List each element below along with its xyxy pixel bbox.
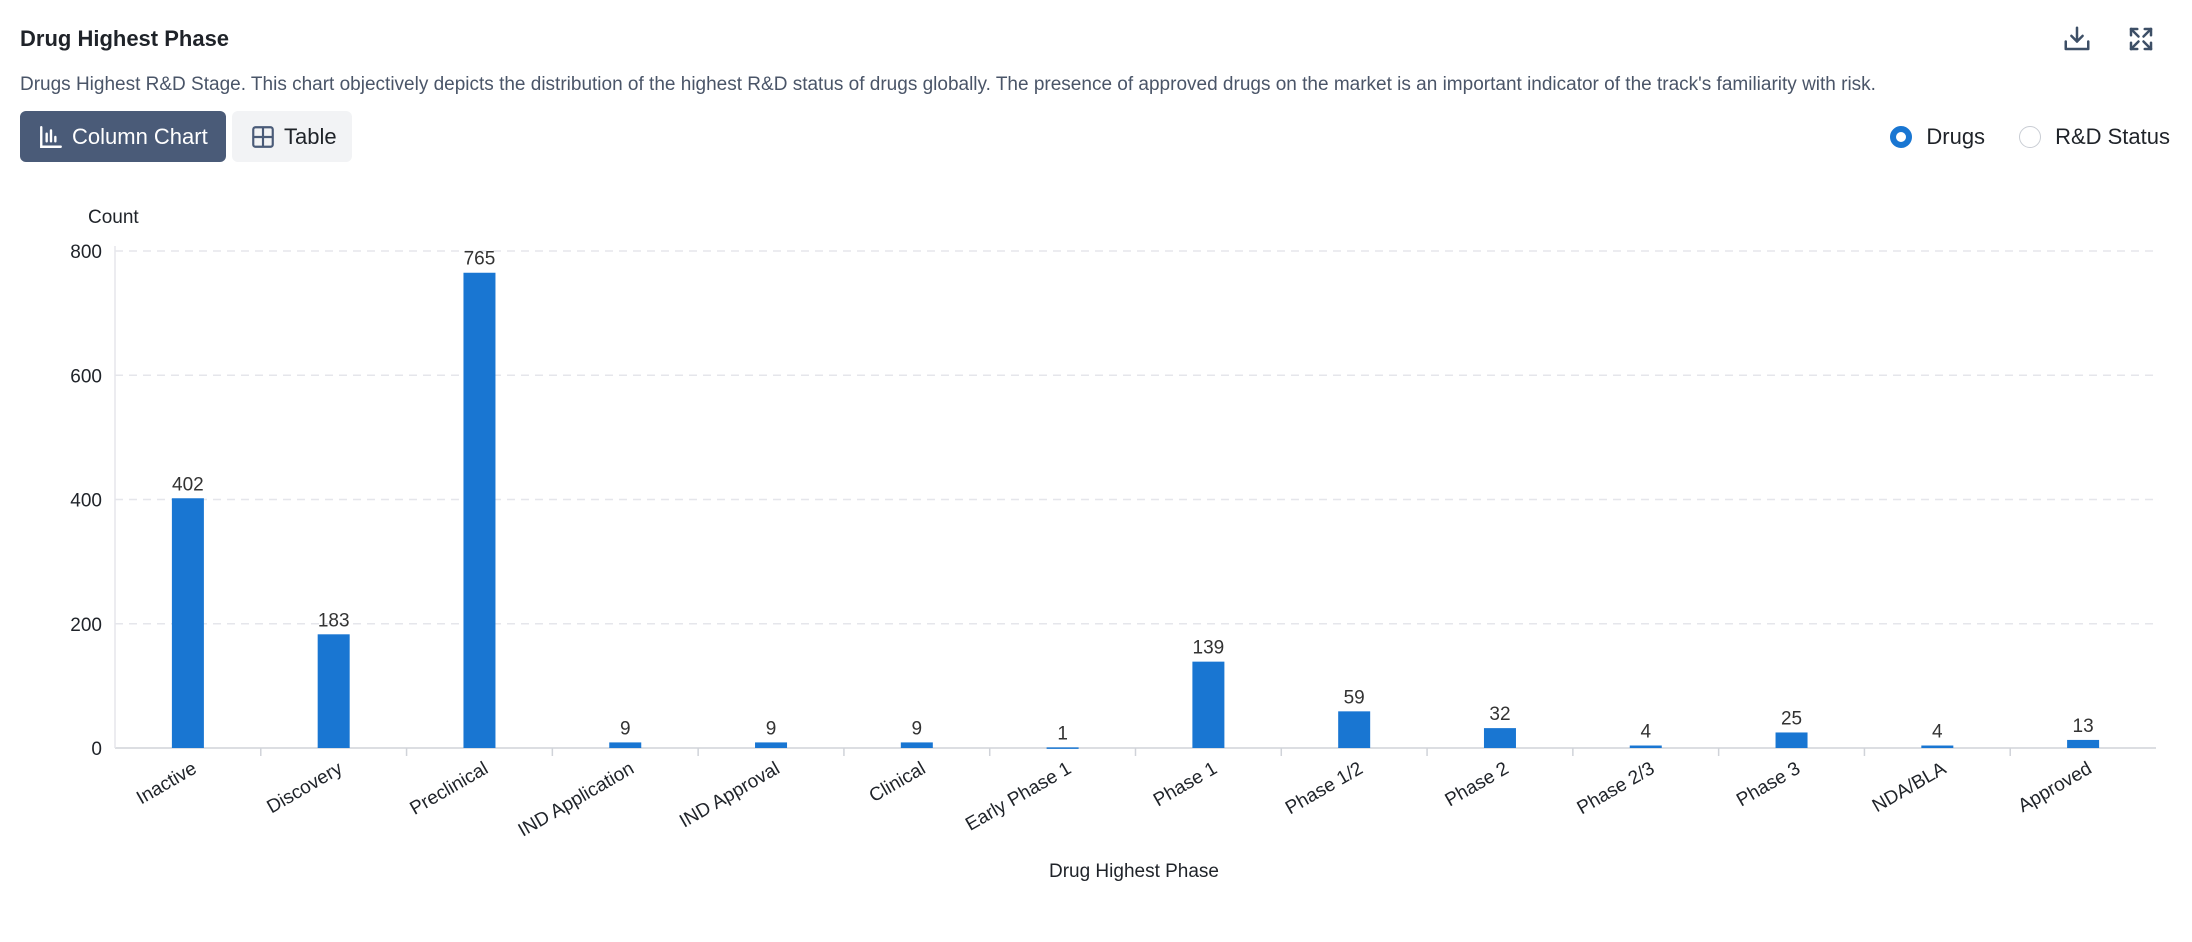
x-tick-label: IND Approval — [676, 758, 783, 832]
x-tick-label: Clinical — [866, 758, 930, 807]
table-button[interactable]: Table — [232, 111, 352, 162]
bar-chart-icon — [40, 125, 62, 148]
header-actions — [2062, 24, 2156, 54]
y-tick-label: 400 — [70, 491, 102, 512]
page-title: Drug Highest Phase — [20, 26, 230, 51]
x-tick-label: Phase 2/3 — [1574, 758, 1659, 819]
radio-drugs-label: Drugs — [1926, 124, 1986, 149]
fullscreen-icon[interactable] — [2126, 24, 2156, 54]
radio-drugs[interactable]: Drugs — [1890, 124, 1985, 150]
metric-radio-group: Drugs R&D Status — [1890, 124, 2170, 150]
bar-value-label: 9 — [912, 718, 923, 739]
bar-value-label: 765 — [464, 249, 496, 270]
x-axis-ticks: Inactive Discovery Preclinical IND Applicat… — [133, 758, 2095, 841]
table-icon — [252, 125, 274, 148]
x-axis-title: Drug Highest Phase — [1049, 861, 1219, 882]
x-tick-label: Phase 3 — [1733, 758, 1804, 811]
bar-value-label: 4 — [1932, 722, 1943, 743]
x-tick-label: Early Phase 1 — [962, 758, 1075, 835]
bar[interactable] — [900, 742, 933, 748]
y-tick-label: 200 — [70, 615, 102, 636]
y-tick-label: 800 — [70, 242, 102, 263]
chart-description: Drugs Highest R&D Stage. This chart obje… — [20, 74, 1876, 95]
download-icon[interactable] — [2062, 24, 2092, 54]
x-tick-label: NDA/BLA — [1869, 758, 1950, 817]
column-chart-label: Column Chart — [72, 123, 208, 149]
bar[interactable] — [2067, 739, 2100, 748]
bar[interactable] — [463, 272, 496, 748]
y-tick-label: 0 — [91, 739, 102, 760]
bar[interactable] — [609, 742, 642, 748]
radio-checked-icon — [1890, 126, 1913, 148]
bar[interactable] — [1775, 732, 1808, 748]
bars — [171, 272, 2100, 749]
bar[interactable] — [171, 498, 204, 748]
y-axis-title: Count — [88, 207, 139, 228]
x-tick-label: Inactive — [133, 758, 200, 809]
bar[interactable] — [1338, 711, 1371, 748]
x-tick-label: Approved — [2015, 758, 2096, 817]
radio-unchecked-icon — [2019, 126, 2042, 148]
x-tick-label: Phase 2 — [1442, 758, 1513, 811]
x-tick-label: Discovery — [263, 758, 346, 818]
bar-value-label: 402 — [172, 474, 204, 495]
x-tick-label: IND Application — [515, 758, 638, 841]
y-tick-label: 600 — [70, 366, 102, 387]
bar-value-label: 4 — [1640, 722, 1651, 743]
bar-value-label: 9 — [620, 718, 631, 739]
bar[interactable] — [317, 634, 350, 748]
data-labels: 402 183 765 9 9 9 1 139 59 32 4 25 4 13 — [172, 249, 2094, 745]
bar-value-label: 183 — [318, 610, 350, 631]
bar-value-label: 13 — [2073, 716, 2094, 737]
bar-value-label: 9 — [766, 718, 777, 739]
radio-rd-status[interactable]: R&D Status — [2019, 124, 2170, 150]
bar[interactable] — [755, 742, 788, 748]
bar-value-label: 59 — [1344, 687, 1365, 708]
table-label: Table — [284, 123, 337, 149]
y-axis-ticks: 0 200 400 600 800 — [70, 242, 102, 760]
bar-value-label: 139 — [1193, 638, 1225, 659]
view-toggle: Column Chart Table — [20, 111, 352, 162]
x-tick-label: Phase 1 — [1150, 758, 1221, 811]
bar[interactable] — [1192, 661, 1225, 748]
bar-value-label: 25 — [1781, 708, 1802, 729]
x-tick-label: Phase 1/2 — [1282, 758, 1367, 819]
bar-value-label: 1 — [1057, 723, 1068, 744]
radio-rd-status-label: R&D Status — [2055, 124, 2170, 149]
grid-lines — [114, 246, 2156, 756]
bar[interactable] — [1046, 747, 1079, 749]
bar[interactable] — [1483, 728, 1516, 748]
bar-value-label: 32 — [1489, 704, 1510, 725]
bar[interactable] — [1629, 745, 1662, 748]
bar[interactable] — [1921, 745, 1954, 748]
column-chart-button[interactable]: Column Chart — [20, 111, 226, 162]
x-tick-label: Preclinical — [406, 758, 491, 819]
